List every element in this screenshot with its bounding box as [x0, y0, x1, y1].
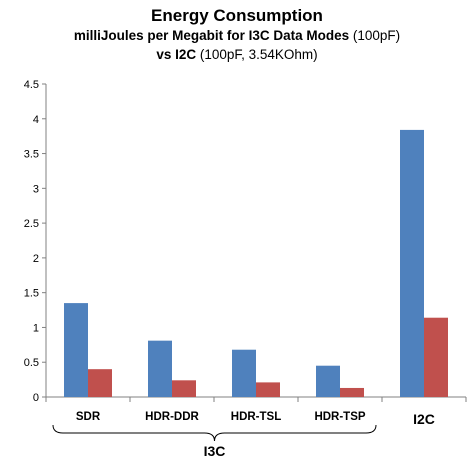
- bar-series-1-hdr-tsp: [316, 365, 340, 397]
- group-brace: [52, 424, 377, 442]
- bar-series-1-hdr-ddr: [148, 340, 172, 397]
- bar-series-2-hdr-ddr: [172, 380, 196, 397]
- subtitle-line-2-rest: (100pF, 3.54KOhm): [196, 47, 318, 62]
- x-tick-label: I2C: [413, 411, 435, 427]
- bar-series-1-sdr: [64, 303, 88, 397]
- y-tick-label: 2: [33, 253, 39, 265]
- labels: 0 0.5 1 1.5 2 2.5 3 3.5 4 4.5 SDR HDR-DDR HDR-TSL HDR…: [24, 79, 435, 459]
- subtitle-line-1-rest: (100pF): [349, 28, 401, 43]
- x-tick-label: HDR-TSL: [231, 411, 281, 423]
- subtitle-line-2-bold: vs I2C: [156, 47, 197, 62]
- y-tick-label: 4: [33, 114, 39, 126]
- y-tick-label: 4.5: [24, 79, 39, 91]
- y-tick-label: 0: [33, 392, 39, 404]
- chart-title-block: Energy Consumption milliJoules per Megab…: [0, 5, 474, 64]
- chart-subtitle-line-1: milliJoules per Megabit for I3C Data Mod…: [0, 26, 474, 45]
- bar-series-2-hdr-tsp: [340, 387, 364, 397]
- x-tick-label: HDR-DDR: [145, 411, 199, 423]
- y-tick-label: 1: [33, 322, 39, 334]
- y-tick-label: 2.5: [24, 218, 39, 230]
- y-tick-label: 0.5: [24, 357, 39, 369]
- group-label: I3C: [204, 443, 226, 459]
- chart-title: Energy Consumption: [151, 6, 323, 25]
- y-tick-label: 3: [33, 183, 39, 195]
- bar-series-1-i2c: [400, 129, 424, 397]
- y-tick-label: 3.5: [24, 149, 39, 161]
- bars: [64, 129, 448, 397]
- y-tick-label: 1.5: [24, 288, 39, 300]
- subtitle-line-1-bold: milliJoules per Megabit for I3C Data Mod…: [73, 28, 350, 43]
- bar-series-2-i2c: [424, 317, 448, 397]
- bar-series-2-sdr: [88, 369, 112, 397]
- x-tick-label: HDR-TSP: [314, 411, 365, 423]
- bar-series-2-hdr-tsl: [256, 382, 280, 397]
- x-tick-label: SDR: [76, 411, 101, 423]
- bar-series-1-hdr-tsl: [232, 349, 256, 397]
- chart-subtitle-line-2: vs I2C (100pF, 3.54KOhm): [0, 45, 474, 64]
